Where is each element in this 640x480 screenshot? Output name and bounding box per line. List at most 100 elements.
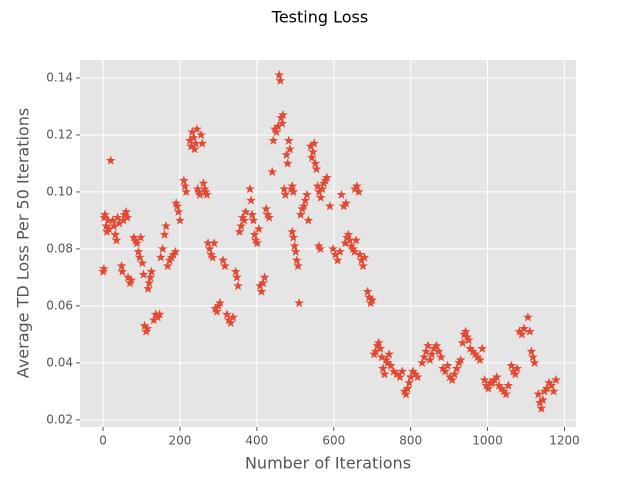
point <box>232 272 242 282</box>
point <box>122 212 133 222</box>
point <box>109 221 119 231</box>
point <box>529 357 540 367</box>
point <box>282 158 293 168</box>
point <box>198 178 209 188</box>
point <box>100 209 110 219</box>
point <box>256 286 267 296</box>
point <box>142 323 153 333</box>
point <box>105 155 116 165</box>
point <box>209 238 219 248</box>
point <box>384 349 394 359</box>
point <box>310 158 321 168</box>
point <box>234 226 245 236</box>
point <box>312 181 323 191</box>
point <box>111 235 122 245</box>
point <box>317 184 328 194</box>
point <box>159 229 170 239</box>
x-tick-label: 0 <box>99 434 107 448</box>
plot-area <box>80 60 576 427</box>
point <box>519 323 529 333</box>
point <box>373 337 384 348</box>
point <box>336 189 347 199</box>
point <box>271 127 282 137</box>
point <box>378 363 388 373</box>
point <box>417 357 428 367</box>
point <box>551 374 561 385</box>
point <box>292 255 302 265</box>
point <box>367 295 378 305</box>
point <box>501 389 511 399</box>
point <box>379 369 390 379</box>
point <box>460 326 471 336</box>
point <box>143 283 153 293</box>
point <box>189 144 200 154</box>
point <box>267 166 278 177</box>
point <box>308 146 318 157</box>
point <box>546 380 557 390</box>
point <box>161 221 171 231</box>
point <box>332 255 343 265</box>
point <box>258 278 268 288</box>
point <box>402 383 413 393</box>
point <box>207 252 218 262</box>
point <box>228 312 238 322</box>
point <box>264 212 274 222</box>
point <box>377 352 387 362</box>
point <box>397 366 408 376</box>
y-tick-label: 0.02 <box>46 412 73 426</box>
point <box>274 70 284 80</box>
point <box>536 403 547 413</box>
point <box>455 354 466 365</box>
point <box>293 260 303 271</box>
y-tick-label: 0.04 <box>46 355 73 369</box>
point <box>526 346 537 356</box>
point <box>362 286 373 296</box>
point <box>355 249 365 259</box>
y-tick-label: 0.10 <box>46 184 73 198</box>
point <box>225 317 236 328</box>
point <box>506 360 517 370</box>
point <box>197 138 208 148</box>
point <box>375 343 386 353</box>
point <box>170 246 181 256</box>
point <box>451 363 462 373</box>
point <box>212 306 222 316</box>
point <box>483 383 494 393</box>
point <box>491 372 502 382</box>
point <box>233 280 243 291</box>
point <box>325 201 335 211</box>
y-tick-label: 0.14 <box>46 70 73 84</box>
point <box>110 229 121 239</box>
point <box>155 252 166 262</box>
x-tick-label: 1200 <box>549 434 580 448</box>
point <box>523 312 533 322</box>
point <box>359 252 370 262</box>
point <box>298 201 309 211</box>
point <box>287 181 298 191</box>
point <box>236 221 246 231</box>
point <box>512 363 522 373</box>
point <box>404 377 414 387</box>
point <box>463 335 474 345</box>
marks <box>98 70 561 413</box>
point <box>288 232 299 242</box>
point <box>275 75 286 85</box>
point <box>288 186 299 197</box>
point <box>253 223 264 234</box>
point <box>175 215 185 225</box>
point <box>239 215 249 225</box>
point <box>133 246 144 256</box>
point <box>145 272 156 282</box>
point <box>395 372 405 382</box>
chart-title: Testing Loss <box>271 8 368 27</box>
point <box>261 203 271 214</box>
point <box>230 266 241 276</box>
point <box>245 184 255 194</box>
point <box>278 109 288 120</box>
point <box>202 189 212 199</box>
point <box>433 346 444 356</box>
point <box>138 269 149 279</box>
point <box>431 340 442 350</box>
point <box>285 144 295 154</box>
